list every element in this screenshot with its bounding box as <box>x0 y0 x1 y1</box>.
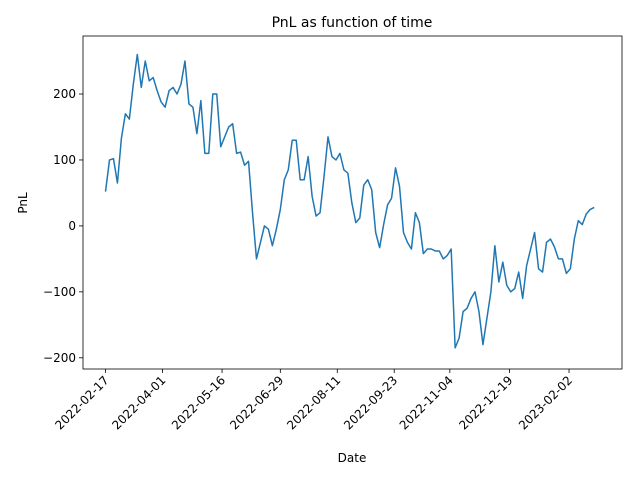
y-tick-label: −200 <box>43 351 76 365</box>
y-tick-label: −100 <box>43 285 76 299</box>
x-tick-label: 2022-02-17 <box>52 373 111 432</box>
x-tick-label: 2022-05-16 <box>169 373 228 432</box>
pnl-line <box>104 53 595 349</box>
x-tick-label: 2022-09-23 <box>341 373 400 432</box>
x-tick-label: 2022-12-19 <box>456 373 515 432</box>
y-tick-label: 0 <box>68 219 76 233</box>
x-tick-label: 2022-04-01 <box>109 373 168 432</box>
plot-frame <box>82 35 623 370</box>
y-axis-label: PnL <box>16 192 30 214</box>
x-tick-label: 2022-11-04 <box>397 373 456 432</box>
x-tick-label: 2022-06-29 <box>227 373 286 432</box>
x-tick-label: 2022-08-11 <box>284 373 343 432</box>
chart-title: PnL as function of time <box>272 15 433 31</box>
x-axis-label: Date <box>338 451 367 465</box>
x-tick-label: 2023-02-02 <box>516 373 575 432</box>
y-tick-label: 100 <box>53 153 76 167</box>
y-tick-label: 200 <box>53 87 76 101</box>
